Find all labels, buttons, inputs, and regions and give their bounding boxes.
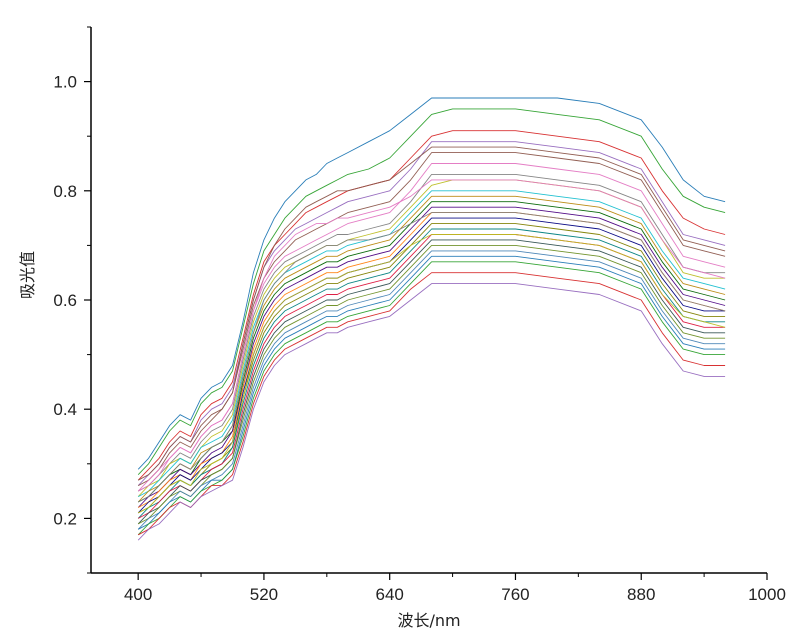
x-tick-label: 760 bbox=[501, 585, 529, 604]
spectrum-series-line bbox=[137, 261, 726, 536]
spectrum-series-line bbox=[137, 195, 726, 503]
spectrum-series-line bbox=[137, 146, 726, 481]
y-tick-label: 0.8 bbox=[53, 182, 77, 201]
y-axis-title: 吸光值 bbox=[18, 251, 37, 299]
spectrum-series-line bbox=[137, 234, 726, 514]
x-tick-label: 880 bbox=[627, 585, 655, 604]
x-tick-label: 400 bbox=[124, 585, 152, 604]
y-tick-label: 0.2 bbox=[53, 509, 77, 528]
y-tick-label: 0.4 bbox=[53, 400, 77, 419]
spectrum-series-line bbox=[137, 201, 726, 503]
y-tick-label: 1.0 bbox=[53, 73, 77, 92]
spectrum-series-line bbox=[137, 206, 726, 508]
x-axis-title: 波长/nm bbox=[397, 611, 460, 630]
spectrum-series-line bbox=[137, 141, 726, 486]
x-axis-ticks: 400 520 640 760 880 1000 bbox=[124, 573, 786, 604]
spectrum-series-line bbox=[137, 130, 726, 481]
spectrum-series-line bbox=[137, 250, 726, 530]
x-tick-label: 520 bbox=[250, 585, 278, 604]
spectrum-series-line bbox=[137, 108, 726, 476]
plot-lines bbox=[137, 97, 726, 541]
spectrum-series-line bbox=[137, 255, 726, 530]
spectrum-series-line bbox=[137, 190, 726, 497]
spectrum-series-line bbox=[137, 179, 726, 492]
spectrum-series-line bbox=[137, 272, 726, 536]
x-tick-label: 1000 bbox=[748, 585, 786, 604]
spectrum-series-line bbox=[137, 223, 726, 514]
spectrum-series-line bbox=[137, 97, 726, 470]
spectrum-series-line bbox=[137, 228, 726, 519]
spectrum-series-line bbox=[137, 239, 726, 525]
spectrum-series-line bbox=[137, 212, 726, 503]
spectrum-series-line bbox=[137, 152, 726, 486]
spectrum-series-line bbox=[137, 283, 726, 541]
x-tick-label: 640 bbox=[376, 585, 404, 604]
spectrum-series-line bbox=[137, 173, 726, 492]
y-tick-label: 0.6 bbox=[53, 291, 77, 310]
y-axis-ticks: 0.2 0.4 0.6 0.8 1.0 bbox=[53, 26, 91, 574]
